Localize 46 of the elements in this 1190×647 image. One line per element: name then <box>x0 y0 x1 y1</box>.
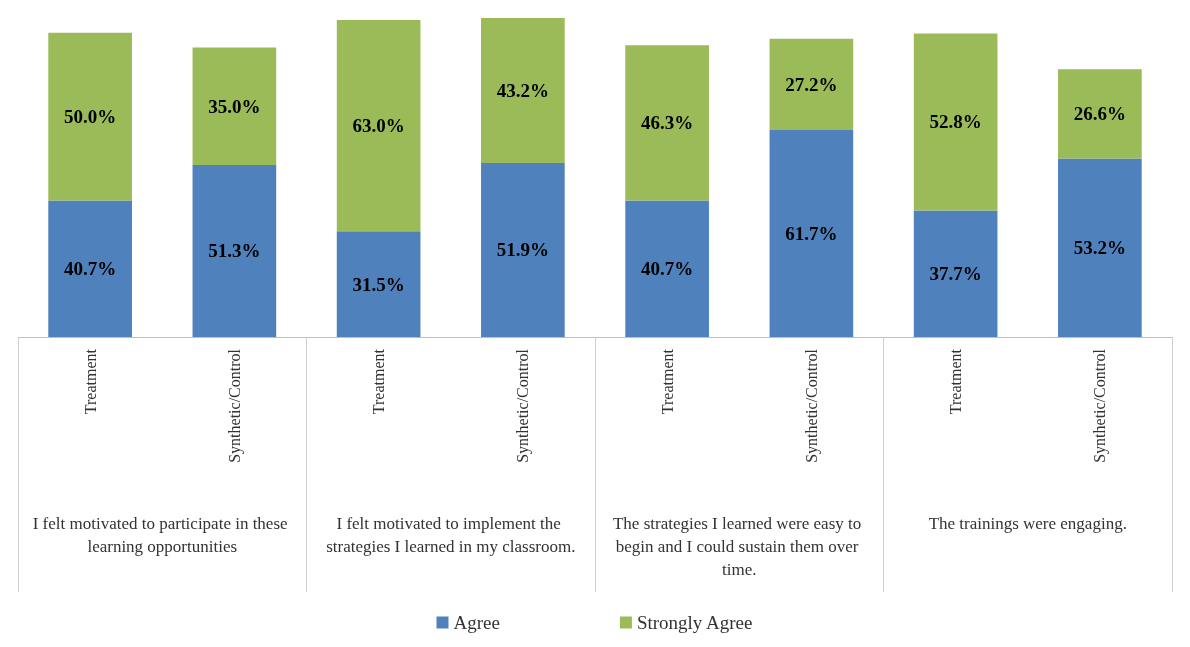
data-label: 51.3% <box>208 240 261 262</box>
data-label: 37.7% <box>929 263 982 285</box>
bar <box>336 231 421 337</box>
data-label: 40.7% <box>641 258 694 280</box>
data-label: 51.9% <box>496 239 549 261</box>
bar <box>48 200 132 337</box>
bar <box>481 162 565 337</box>
x-tick-label: Synthetic/Control <box>802 348 821 463</box>
bar <box>336 20 421 232</box>
bar <box>769 38 854 131</box>
x-tick-label: Synthetic/Control <box>1091 348 1110 463</box>
data-label: 53.2% <box>1073 237 1126 259</box>
bar <box>913 210 998 337</box>
x-tick-label: Synthetic/Control <box>514 348 533 463</box>
data-label: 52.8% <box>929 111 982 133</box>
data-label: 43.2% <box>496 79 549 101</box>
x-tick-label: Synthetic/Control <box>225 348 244 463</box>
data-label: 46.3% <box>641 112 694 134</box>
bar <box>625 45 709 201</box>
data-label: 26.6% <box>1073 103 1126 125</box>
data-label: 35.0% <box>208 95 261 117</box>
bar <box>192 164 277 337</box>
bar <box>48 32 132 201</box>
x-tick-label: Treatment <box>947 348 965 415</box>
data-label: 61.7% <box>785 223 838 245</box>
legend-label: Agree <box>453 612 500 633</box>
bar <box>192 47 277 165</box>
bar <box>913 33 998 211</box>
data-label: 50.0% <box>64 106 117 128</box>
data-label: 40.7% <box>64 258 117 280</box>
data-label: 27.2% <box>785 73 838 95</box>
text: The strategies I learned were easy to begin and I could sustain them over time. <box>612 514 866 579</box>
x-tick-label: Treatment <box>658 348 676 415</box>
bar <box>625 200 709 337</box>
legend-label: Strongly Agree <box>636 612 753 633</box>
data-label: 63.0% <box>352 115 405 137</box>
bar <box>1058 158 1142 337</box>
text: I felt motivated to participate in these learning opportunities <box>32 514 292 556</box>
x-tick-label: Treatment <box>81 348 99 415</box>
bar <box>1058 69 1142 159</box>
text: I felt motivated to implement the strategies I learned in my classroom. <box>326 514 576 556</box>
bar <box>769 130 854 337</box>
data-label: 31.5% <box>352 273 405 295</box>
x-tick-label: Treatment <box>370 348 388 415</box>
text: The trainings were engaging. <box>928 514 1127 533</box>
bar <box>481 18 565 163</box>
